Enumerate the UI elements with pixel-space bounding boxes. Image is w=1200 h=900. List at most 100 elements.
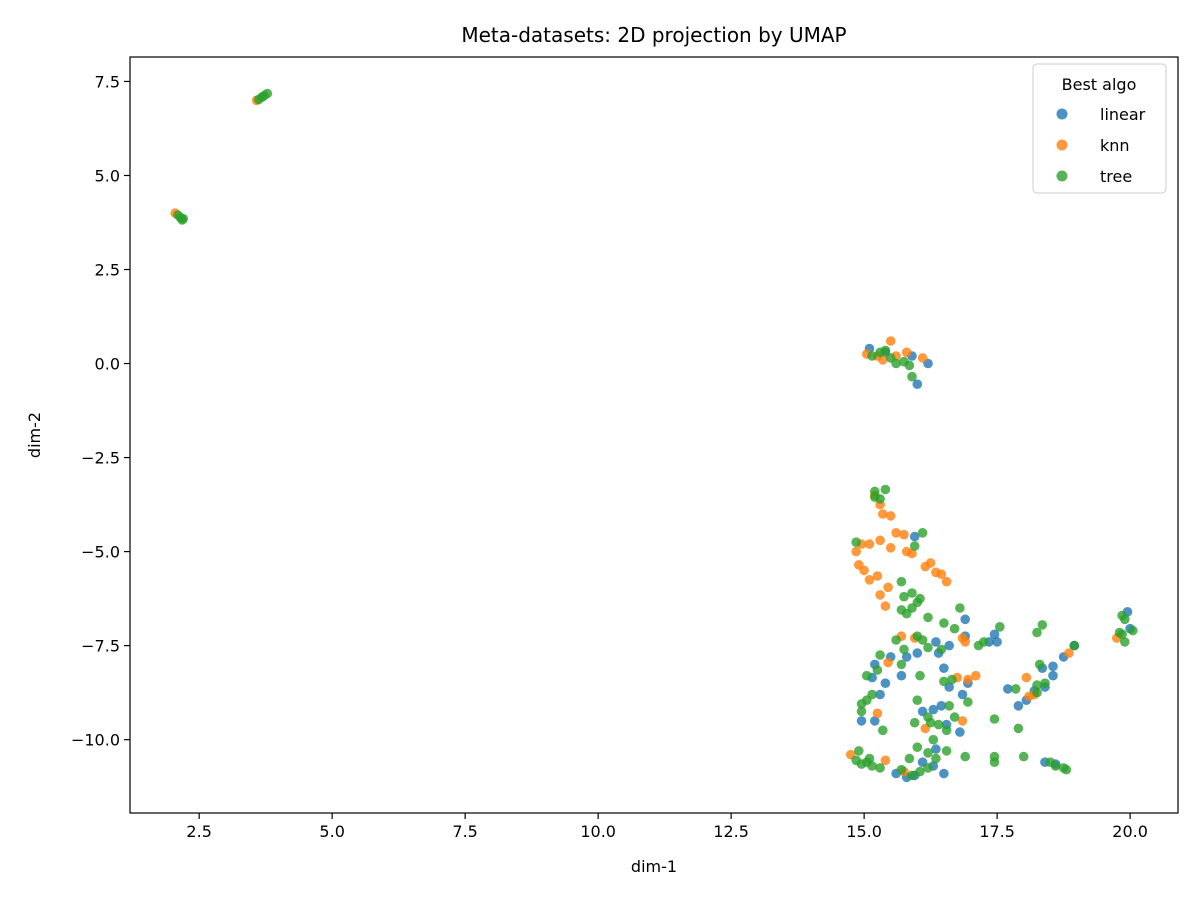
point-tree xyxy=(923,612,933,623)
legend-label-linear: linear xyxy=(1100,105,1146,124)
point-knn xyxy=(936,569,947,579)
point-linear xyxy=(955,727,965,737)
point-linear xyxy=(931,744,941,754)
x-tick-label: 12.5 xyxy=(713,822,749,841)
point-tree xyxy=(899,591,909,602)
point-tree xyxy=(923,748,933,758)
point-knn xyxy=(885,511,896,521)
point-tree xyxy=(963,697,973,707)
point-knn xyxy=(885,336,896,346)
point-tree xyxy=(875,763,885,773)
legend-label-tree: tree xyxy=(1100,167,1132,186)
point-tree xyxy=(907,770,917,781)
point-knn xyxy=(875,590,885,600)
x-axis-label: dim-1 xyxy=(631,857,677,876)
point-knn xyxy=(878,355,888,365)
point-knn xyxy=(878,509,888,519)
point-linear xyxy=(1048,661,1058,672)
point-tree xyxy=(939,676,949,687)
point-tree xyxy=(896,576,907,587)
point-tree xyxy=(915,670,925,681)
point-tree xyxy=(925,717,936,728)
point-knn xyxy=(901,347,912,358)
point-knn xyxy=(971,670,981,681)
point-tree xyxy=(1032,687,1042,698)
axis-ticks: 2.5 5.0 7.5 10.0 12.5 15.0 17.5 20.0 −10.0 −7.5 −5… xyxy=(71,72,1148,841)
point-linear xyxy=(912,648,923,658)
point-linear xyxy=(1003,684,1013,694)
point-linear xyxy=(909,531,920,542)
point-linear xyxy=(912,379,923,390)
point-tree xyxy=(1037,620,1048,630)
point-tree xyxy=(870,492,880,502)
point-tree xyxy=(1120,637,1130,647)
point-tree xyxy=(891,635,901,645)
point-tree xyxy=(1040,678,1050,688)
point-tree xyxy=(896,659,907,670)
series-tree xyxy=(173,88,1138,781)
point-tree xyxy=(915,593,925,604)
point-tree xyxy=(896,764,907,775)
point-knn xyxy=(859,565,869,576)
point-linear xyxy=(870,716,880,726)
point-tree xyxy=(885,353,896,363)
y-tick-label: −7.5 xyxy=(81,637,120,656)
point-tree xyxy=(878,725,888,736)
point-tree xyxy=(177,215,187,225)
point-tree xyxy=(995,622,1005,632)
point-knn xyxy=(925,558,936,568)
point-tree xyxy=(1010,684,1021,694)
legend-item-tree: tree xyxy=(1056,167,1132,186)
point-knn xyxy=(891,528,901,538)
point-linear xyxy=(875,689,885,700)
point-tree xyxy=(851,537,861,547)
legend-item-knn: knn xyxy=(1056,136,1130,155)
point-tree xyxy=(862,670,872,681)
point-linear xyxy=(957,689,968,700)
point-tree xyxy=(912,742,923,752)
point-tree xyxy=(1128,625,1138,636)
plot-area xyxy=(170,88,1138,783)
point-tree xyxy=(915,766,925,777)
point-linear xyxy=(936,701,947,711)
point-tree xyxy=(909,717,920,728)
legend-label-knn: knn xyxy=(1100,136,1130,155)
x-tick-label: 17.5 xyxy=(979,822,1015,841)
point-knn xyxy=(1064,648,1074,658)
point-linear xyxy=(901,652,912,662)
point-tree xyxy=(907,371,917,382)
x-tick-label: 2.5 xyxy=(186,822,211,841)
point-tree xyxy=(939,618,949,628)
legend: Best algo linear knn tree xyxy=(1032,63,1167,194)
point-knn xyxy=(864,575,875,585)
y-axis-label: dim-2 xyxy=(25,412,44,458)
point-linear xyxy=(989,629,1000,640)
point-tree xyxy=(1032,627,1042,638)
point-linear xyxy=(928,704,939,715)
point-knn xyxy=(875,535,885,546)
y-tick-label: 5.0 xyxy=(95,166,120,185)
y-tick-label: 7.5 xyxy=(95,72,120,91)
point-tree xyxy=(947,674,957,685)
point-tree xyxy=(933,719,944,730)
point-linear xyxy=(856,716,867,726)
legend-items: linear knn tree xyxy=(1056,105,1146,186)
point-tree xyxy=(901,608,912,619)
point-tree xyxy=(856,706,867,717)
point-tree xyxy=(907,588,917,598)
point-tree xyxy=(880,345,891,356)
point-tree xyxy=(854,746,864,756)
point-linear xyxy=(944,640,954,651)
point-tree xyxy=(989,757,1000,767)
x-tick-label: 10.0 xyxy=(580,822,616,841)
point-knn xyxy=(883,657,893,668)
point-tree xyxy=(912,695,923,705)
x-tick-label: 15.0 xyxy=(846,822,882,841)
point-knn xyxy=(1021,672,1032,683)
point-tree xyxy=(1018,751,1029,762)
axes-frame xyxy=(129,56,1179,814)
point-tree xyxy=(973,640,984,651)
x-tick-label: 20.0 xyxy=(1112,822,1148,841)
point-tree xyxy=(923,763,933,773)
